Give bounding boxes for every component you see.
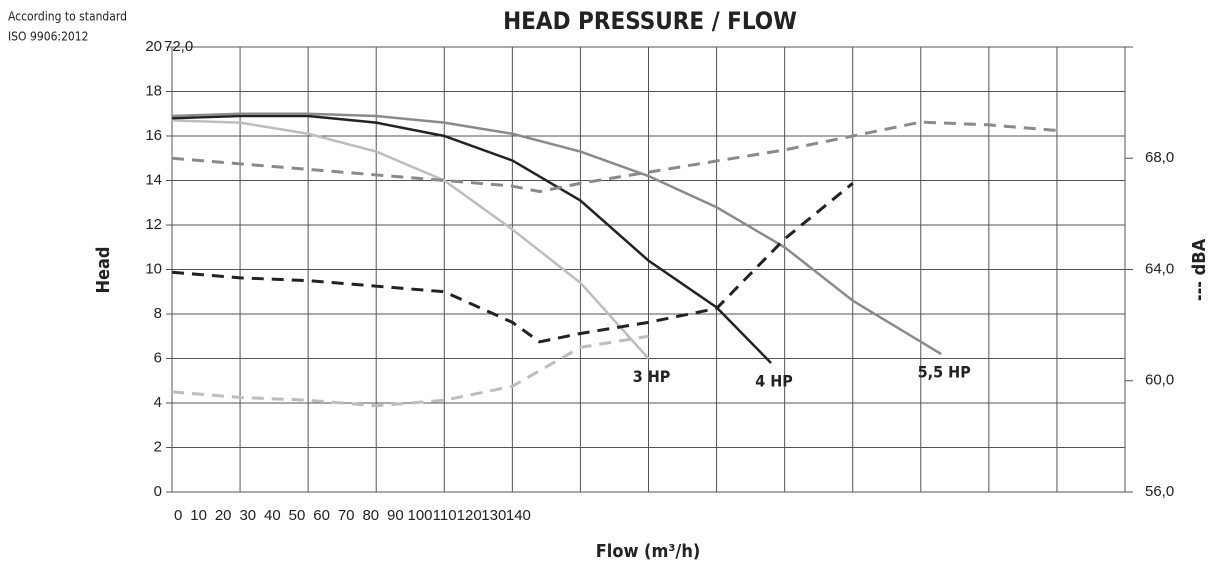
x-axis-label: Flow (m³/h) bbox=[596, 541, 701, 562]
series-label: 4 HP bbox=[755, 371, 793, 390]
y-tick-label: 6 bbox=[154, 349, 162, 366]
y-tick-label: 20 bbox=[145, 38, 162, 55]
y-tick-label: 16 bbox=[145, 127, 162, 144]
x-tick-label: 10 bbox=[190, 507, 207, 524]
y-tick-label: 4 bbox=[154, 394, 162, 411]
x-tick-label: 70 bbox=[338, 507, 355, 524]
y2-tick-label: 72,0 bbox=[164, 38, 193, 55]
annotation: ISO 9906:2012 bbox=[8, 30, 89, 44]
x-tick-label: 20 bbox=[215, 507, 232, 524]
y-tick-label: 18 bbox=[145, 82, 162, 99]
y2-tick-label: 60,0 bbox=[1145, 372, 1174, 389]
noise-line bbox=[171, 120, 1058, 194]
y-tick-label: 8 bbox=[154, 305, 162, 322]
series-label: 5,5 HP bbox=[918, 363, 971, 382]
x-tick-label: 50 bbox=[289, 507, 306, 524]
head-line bbox=[171, 119, 650, 360]
noise-line bbox=[171, 182, 854, 344]
head-line bbox=[171, 114, 772, 364]
x-tick-label: 90 bbox=[387, 507, 404, 524]
y-tick-label: 2 bbox=[154, 438, 162, 455]
y-tick-label: 12 bbox=[145, 216, 162, 233]
head-line bbox=[171, 112, 942, 356]
x-tick-label: 40 bbox=[264, 507, 281, 524]
y2-tick-label: 64,0 bbox=[1145, 260, 1174, 277]
y2-axis-label: --- dBA bbox=[1189, 238, 1210, 301]
x-tick-label: 0 bbox=[174, 507, 182, 524]
y2-tick-label: 56,0 bbox=[1145, 483, 1174, 500]
y-tick-label: 0 bbox=[154, 483, 162, 500]
annotation: According to standard bbox=[8, 10, 127, 24]
chart-title: HEAD PRESSURE / FLOW bbox=[503, 7, 797, 35]
y2-tick-label: 68,0 bbox=[1145, 149, 1174, 166]
x-tick-label: 100 bbox=[407, 507, 432, 524]
x-tick-label: 80 bbox=[362, 507, 379, 524]
x-tick-label: 130 bbox=[481, 507, 506, 524]
y-tick-label: 10 bbox=[145, 260, 162, 277]
series-label: 3 HP bbox=[633, 367, 671, 386]
x-tick-label: 140 bbox=[506, 507, 531, 524]
x-tick-label: 120 bbox=[457, 507, 482, 524]
y-axis-label: Head bbox=[93, 246, 114, 293]
x-tick-label: 30 bbox=[239, 507, 256, 524]
noise-line bbox=[171, 334, 649, 408]
x-tick-label: 60 bbox=[313, 507, 330, 524]
x-tick-label: 110 bbox=[433, 507, 457, 524]
y-tick-label: 14 bbox=[145, 171, 162, 188]
